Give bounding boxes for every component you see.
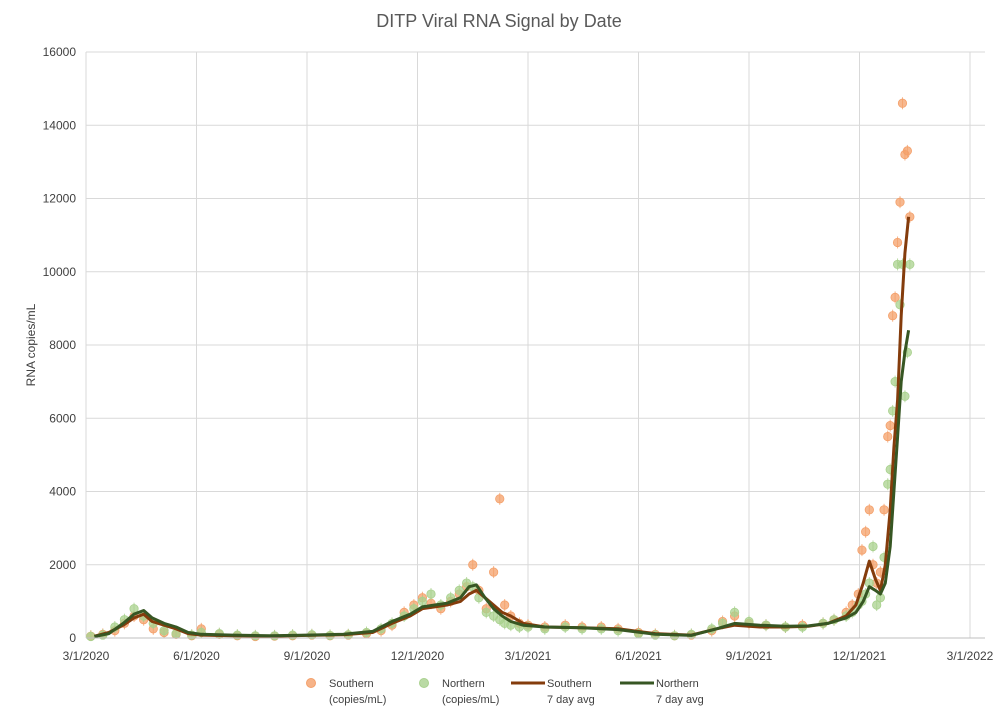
data-point bbox=[895, 197, 905, 207]
line-layer bbox=[94, 216, 911, 638]
data-point bbox=[864, 505, 874, 515]
y-tick-label: 4000 bbox=[49, 485, 76, 499]
y-tick-label: 6000 bbox=[49, 411, 76, 425]
x-tick-label: 12/1/2021 bbox=[833, 649, 887, 663]
x-tick-label: 3/1/2020 bbox=[63, 649, 110, 663]
data-point bbox=[489, 567, 499, 577]
y-tick-label: 8000 bbox=[49, 338, 76, 352]
x-tick-label: 6/1/2021 bbox=[615, 649, 662, 663]
legend: Southern (copies/mL) Northern (copies/mL) So… bbox=[306, 678, 704, 706]
x-tick-label: 3/1/2021 bbox=[505, 649, 552, 663]
legend-label: Northern bbox=[656, 678, 699, 690]
data-point bbox=[905, 259, 915, 270]
legend-marker bbox=[306, 678, 316, 688]
x-tick-label: 9/1/2021 bbox=[726, 649, 773, 663]
data-point bbox=[897, 98, 908, 108]
scatter-layer bbox=[86, 97, 915, 642]
data-point bbox=[879, 505, 889, 515]
legend-label: Southern bbox=[329, 678, 374, 690]
data-point bbox=[481, 607, 491, 617]
legend-label: Northern bbox=[442, 678, 485, 690]
data-point bbox=[888, 311, 898, 321]
data-point bbox=[885, 420, 895, 431]
data-point bbox=[729, 607, 740, 617]
y-tick-label: 14000 bbox=[43, 118, 77, 132]
y-tick-label: 12000 bbox=[43, 192, 77, 206]
data-point bbox=[861, 527, 871, 537]
x-tick-label: 3/1/2022 bbox=[947, 649, 994, 663]
data-point bbox=[454, 585, 464, 595]
x-tick-label: 12/1/2020 bbox=[391, 649, 445, 663]
y-axis-label: RNA copies/mL bbox=[24, 303, 38, 386]
x-tick-label: 9/1/2020 bbox=[284, 649, 331, 663]
data-point bbox=[468, 560, 478, 570]
data-point bbox=[86, 631, 96, 642]
legend-marker bbox=[419, 678, 429, 688]
series-line bbox=[94, 216, 911, 638]
data-point bbox=[883, 431, 893, 442]
legend-label: Southern bbox=[547, 678, 592, 690]
legend-label: (copies/mL) bbox=[329, 694, 386, 706]
data-point bbox=[159, 626, 169, 636]
y-tick-label: 10000 bbox=[43, 265, 77, 279]
axes: 0 2000 4000 6000 8000 10000 12000 14000 16000 3/1… bbox=[43, 45, 994, 663]
data-point bbox=[902, 146, 912, 156]
y-tick-label: 0 bbox=[69, 631, 76, 645]
legend-label: (copies/mL) bbox=[442, 694, 499, 706]
y-tick-label: 2000 bbox=[49, 558, 76, 572]
data-point bbox=[500, 600, 510, 610]
data-point bbox=[892, 237, 903, 248]
x-tick-label: 6/1/2020 bbox=[173, 649, 220, 663]
series-line bbox=[94, 330, 911, 638]
data-point bbox=[890, 292, 900, 302]
legend-label: 7 day avg bbox=[547, 694, 595, 706]
data-point bbox=[857, 545, 867, 555]
data-point bbox=[417, 596, 428, 606]
data-point bbox=[868, 541, 878, 552]
data-point bbox=[495, 494, 505, 504]
data-point bbox=[872, 600, 882, 610]
data-point bbox=[426, 589, 436, 599]
data-point bbox=[900, 391, 910, 401]
chart-title: DITP Viral RNA Signal by Date bbox=[376, 11, 621, 31]
y-tick-label: 16000 bbox=[43, 45, 77, 59]
grid bbox=[85, 51, 985, 639]
legend-label: 7 day avg bbox=[656, 694, 704, 706]
